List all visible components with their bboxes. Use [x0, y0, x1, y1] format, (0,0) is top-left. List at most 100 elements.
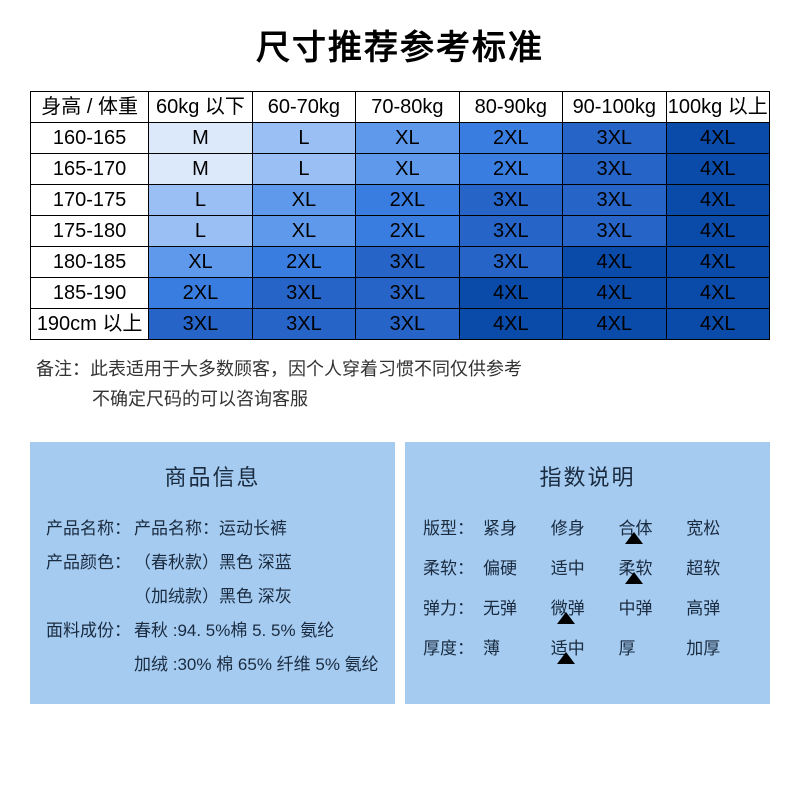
- size-chart-cell: 2XL: [356, 216, 459, 247]
- size-chart-cell: 3XL: [356, 278, 459, 309]
- size-chart-cell: 4XL: [666, 216, 770, 247]
- page-title: 尺寸推荐参考标准: [30, 20, 770, 69]
- size-chart-row: 165-170MLXL2XL3XL4XL: [31, 154, 770, 185]
- size-chart-cell: L: [149, 185, 252, 216]
- size-chart-row-label: 180-185: [31, 247, 149, 278]
- index-option: 微弹: [551, 594, 617, 632]
- product-info-value: 加绒 :30% 棉 65% 纤维 5% 氨纶: [134, 655, 379, 674]
- size-chart-cell: 3XL: [563, 154, 666, 185]
- size-chart-cell: 4XL: [666, 123, 770, 154]
- size-chart-cell: M: [149, 123, 252, 154]
- size-chart-cell: L: [252, 123, 355, 154]
- product-info-label: 产品名称：: [46, 512, 134, 546]
- size-chart-cell: XL: [252, 216, 355, 247]
- size-chart-cell: 2XL: [149, 278, 252, 309]
- product-info-row: 加绒 :30% 棉 65% 纤维 5% 氨纶: [46, 648, 379, 682]
- product-info-row: 产品名称：产品名称：运动长裤: [46, 512, 379, 546]
- product-info-value: 产品名称：运动长裤: [134, 519, 287, 538]
- index-row: 弹力：无弹微弹中弹高弹: [423, 594, 752, 632]
- size-chart-cell: 3XL: [459, 216, 562, 247]
- size-chart-cell: 2XL: [459, 154, 562, 185]
- index-row: 厚度：薄适中厚加厚: [423, 634, 752, 672]
- size-chart-row-label: 170-175: [31, 185, 149, 216]
- size-chart-cell: M: [149, 154, 252, 185]
- size-chart-col-header: 100kg 以上: [666, 92, 770, 123]
- product-info-panel: 商品信息 产品名称：产品名称：运动长裤产品颜色：（春秋款）黑色 深蓝（加绒款）黑…: [30, 442, 395, 704]
- size-chart-col-header: 60-70kg: [252, 92, 355, 123]
- size-chart-row-label: 165-170: [31, 154, 149, 185]
- index-row-label: 版型：: [423, 514, 481, 552]
- index-option: 薄: [483, 634, 549, 672]
- product-info-value: 春秋 :94. 5%棉 5. 5% 氨纶: [134, 621, 334, 640]
- notes-block: 备注：此表适用于大多数顾客，因个人穿着习惯不同仅供参考 不确定尺码的可以咨询客服: [30, 354, 770, 414]
- size-chart-cell: 3XL: [149, 309, 252, 340]
- size-chart-cell: 4XL: [666, 247, 770, 278]
- size-chart-cell: 3XL: [356, 247, 459, 278]
- size-chart-row: 175-180LXL2XL3XL3XL4XL: [31, 216, 770, 247]
- product-info-row: 产品颜色：（春秋款）黑色 深蓝: [46, 546, 379, 580]
- size-chart-cell: 4XL: [563, 278, 666, 309]
- product-info-row: 面料成份：春秋 :94. 5%棉 5. 5% 氨纶: [46, 614, 379, 648]
- index-option: 修身: [551, 514, 617, 552]
- size-chart-row: 180-185XL2XL3XL3XL4XL4XL: [31, 247, 770, 278]
- size-chart-cell: 3XL: [252, 309, 355, 340]
- index-option: 柔软: [619, 554, 685, 592]
- size-chart-col-header: 80-90kg: [459, 92, 562, 123]
- size-chart-row: 190cm 以上3XL3XL3XL4XL4XL4XL: [31, 309, 770, 340]
- index-option: 超软: [686, 554, 752, 592]
- index-option: 适中: [551, 634, 617, 672]
- product-info-value: （加绒款）黑色 深灰: [134, 587, 292, 606]
- index-row-label: 厚度：: [423, 634, 481, 672]
- index-option: 高弹: [686, 594, 752, 632]
- index-option: 紧身: [483, 514, 549, 552]
- size-chart-cell: L: [149, 216, 252, 247]
- product-info-label: 面料成份：: [46, 614, 134, 648]
- index-option: 加厚: [686, 634, 752, 672]
- index-row-label: 柔软：: [423, 554, 481, 592]
- size-chart-corner-header: 身高 / 体重: [31, 92, 149, 123]
- note-line-1: 备注：此表适用于大多数顾客，因个人穿着习惯不同仅供参考: [36, 354, 770, 384]
- size-chart-row-label: 160-165: [31, 123, 149, 154]
- product-info-title: 商品信息: [46, 460, 379, 492]
- index-row-label: 弹力：: [423, 594, 481, 632]
- index-option: 合体: [619, 514, 685, 552]
- size-chart-cell: 4XL: [459, 309, 562, 340]
- size-chart-header-row: 身高 / 体重60kg 以下60-70kg70-80kg80-90kg90-10…: [31, 92, 770, 123]
- size-chart-cell: XL: [356, 123, 459, 154]
- size-chart-cell: 4XL: [666, 309, 770, 340]
- index-option: 中弹: [619, 594, 685, 632]
- index-option: 无弹: [483, 594, 549, 632]
- index-info-panel: 指数说明 版型：紧身修身合体宽松柔软：偏硬适中柔软超软弹力：无弹微弹中弹高弹厚度…: [405, 442, 770, 704]
- size-chart-table: 身高 / 体重60kg 以下60-70kg70-80kg80-90kg90-10…: [30, 91, 770, 340]
- size-chart-cell: 4XL: [563, 309, 666, 340]
- size-chart-cell: 3XL: [563, 123, 666, 154]
- size-chart-cell: 3XL: [252, 278, 355, 309]
- size-chart-cell: XL: [356, 154, 459, 185]
- size-chart-cell: 4XL: [459, 278, 562, 309]
- size-chart-row-label: 190cm 以上: [31, 309, 149, 340]
- index-option: 宽松: [686, 514, 752, 552]
- size-chart-cell: 4XL: [666, 278, 770, 309]
- size-chart-cell: 3XL: [356, 309, 459, 340]
- size-chart-row-label: 185-190: [31, 278, 149, 309]
- triangle-up-icon: [625, 532, 643, 544]
- index-option: 适中: [551, 554, 617, 592]
- triangle-up-icon: [557, 652, 575, 664]
- size-chart-row-label: 175-180: [31, 216, 149, 247]
- size-chart-col-header: 90-100kg: [563, 92, 666, 123]
- index-option: 厚: [619, 634, 685, 672]
- triangle-up-icon: [625, 572, 643, 584]
- product-info-label: 产品颜色：: [46, 546, 134, 580]
- product-info-value: （春秋款）黑色 深蓝: [134, 553, 292, 572]
- size-chart-col-header: 70-80kg: [356, 92, 459, 123]
- size-chart-cell: XL: [149, 247, 252, 278]
- size-chart-cell: L: [252, 154, 355, 185]
- size-chart-cell: 2XL: [356, 185, 459, 216]
- index-option: 偏硬: [483, 554, 549, 592]
- size-chart-row: 185-1902XL3XL3XL4XL4XL4XL: [31, 278, 770, 309]
- size-chart-cell: 3XL: [563, 185, 666, 216]
- index-row: 版型：紧身修身合体宽松: [423, 514, 752, 552]
- size-chart-cell: 2XL: [252, 247, 355, 278]
- size-chart-row: 160-165MLXL2XL3XL4XL: [31, 123, 770, 154]
- size-chart-cell: 4XL: [666, 185, 770, 216]
